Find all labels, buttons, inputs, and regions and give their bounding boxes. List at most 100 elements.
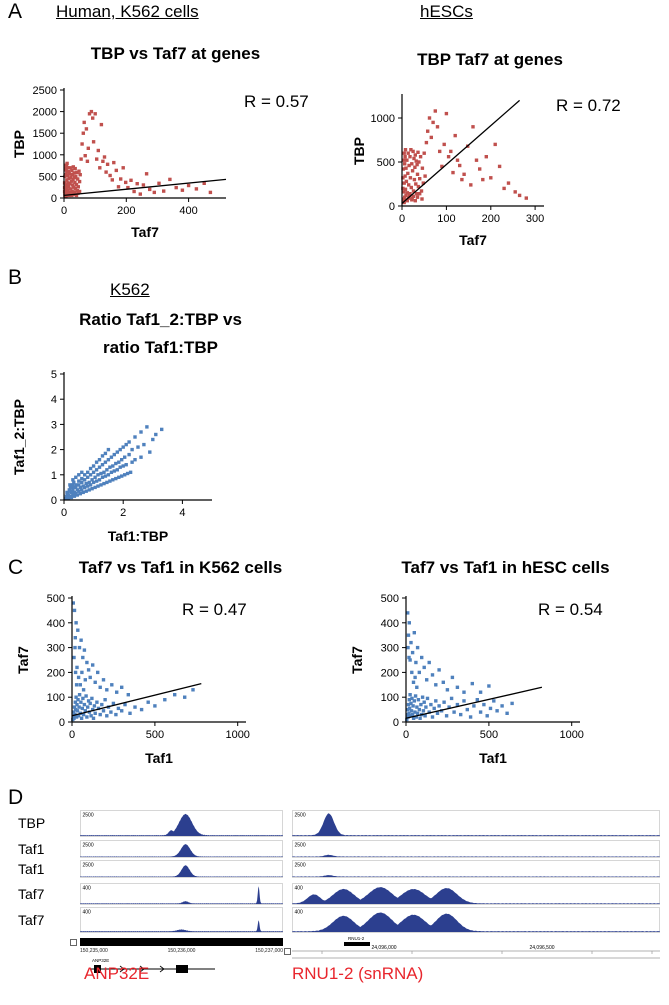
left-locus-bar <box>80 938 283 946</box>
right-ruler-and-gene: RNU1-2 24,096,000 24,096,500 <box>292 936 660 959</box>
svg-text:0: 0 <box>399 213 405 225</box>
caption-anp32e: ANP32E <box>84 964 150 983</box>
chart-a2-title: TBP Taf7 at genes <box>417 50 563 69</box>
svg-text:500: 500 <box>381 593 399 605</box>
svg-text:2500: 2500 <box>295 863 306 869</box>
svg-text:400: 400 <box>295 910 304 916</box>
collapse-icon[interactable] <box>70 939 77 946</box>
genome-track-taf1a-left: 2500 <box>80 840 283 858</box>
svg-text:2: 2 <box>120 507 126 519</box>
svg-text:400: 400 <box>295 886 304 892</box>
genome-track-taf7b-left: 400 <box>80 907 283 933</box>
panel-a-left-header: Human, K562 cells <box>56 2 199 21</box>
chart-c1-title: Taf7 vs Taf1 in K562 cells <box>78 558 283 577</box>
chart-c2-r-value: R = 0.54 <box>538 600 603 619</box>
svg-text:500: 500 <box>480 729 498 741</box>
svg-text:2500: 2500 <box>295 813 306 819</box>
svg-text:4: 4 <box>51 394 57 406</box>
svg-text:2500: 2500 <box>83 843 94 849</box>
genome-track-tbp-left: 2500 <box>80 810 283 837</box>
svg-text:0: 0 <box>393 717 399 729</box>
svg-text:300: 300 <box>381 643 399 655</box>
svg-text:Taf7: Taf7 <box>350 646 365 674</box>
svg-text:Taf1:TBP: Taf1:TBP <box>108 528 168 544</box>
caption-rnu1-2: RNU1-2 (snRNA) <box>292 964 424 983</box>
track-label-tbp: TBP <box>18 815 46 831</box>
panel-b-letter: B <box>8 266 23 289</box>
svg-text:500: 500 <box>146 729 164 741</box>
left-ruler: 150,235,000 150,236,000 150,237,000 <box>80 948 283 954</box>
svg-text:300: 300 <box>526 213 544 225</box>
svg-text:4: 4 <box>179 507 185 519</box>
scatter-plot-ratio-taf1_2-tbp: 0 2 4 0 1 2 3 4 5 Taf1:TBP Taf1_2:TBP <box>12 369 212 544</box>
svg-text:1000: 1000 <box>371 113 395 125</box>
svg-text:2500: 2500 <box>33 85 57 97</box>
svg-text:2500: 2500 <box>83 863 94 869</box>
genome-track-taf1a-right: 2500 <box>292 840 660 858</box>
chart-b-title-line1: Ratio Taf1_2:TBP vs <box>79 310 242 329</box>
chart-a1-title: TBP vs Taf7 at genes <box>90 44 261 63</box>
track-label-taf1-2: Taf1 <box>18 861 45 877</box>
svg-text:500: 500 <box>47 593 65 605</box>
svg-text:1000: 1000 <box>225 729 249 741</box>
svg-text:500: 500 <box>39 171 57 183</box>
panel-c-letter: C <box>8 556 24 579</box>
svg-text:0: 0 <box>51 495 57 507</box>
collapse-icon-right[interactable] <box>284 948 291 955</box>
svg-text:0: 0 <box>61 507 67 519</box>
scatter-plot-tbp-vs-taf7-k562: 0 200 400 0 500 1000 1500 2000 2500 Taf7 TBP <box>12 85 227 240</box>
genome-track-tbp-right: 2500 <box>292 810 660 837</box>
svg-text:400: 400 <box>47 618 65 630</box>
svg-text:2000: 2000 <box>33 107 57 119</box>
svg-text:Taf7: Taf7 <box>131 224 159 240</box>
chart-b-title-line2: ratio Taf1:TBP <box>103 338 218 357</box>
svg-text:1: 1 <box>51 470 57 482</box>
svg-text:0: 0 <box>61 205 67 217</box>
svg-text:400: 400 <box>83 886 92 892</box>
track-label-taf7-2: Taf7 <box>18 912 45 928</box>
svg-text:200: 200 <box>482 213 500 225</box>
chart-a2-r-value: R = 0.72 <box>556 96 621 115</box>
svg-text:0: 0 <box>69 729 75 741</box>
svg-text:1000: 1000 <box>33 150 57 162</box>
svg-text:2: 2 <box>51 445 57 457</box>
svg-text:200: 200 <box>381 667 399 679</box>
svg-text:0: 0 <box>59 717 65 729</box>
svg-text:Taf7: Taf7 <box>459 232 487 248</box>
svg-text:ANP32E: ANP32E <box>92 958 109 963</box>
svg-text:24,096,500: 24,096,500 <box>529 945 554 951</box>
genome-track-taf7a-right: 400 <box>292 883 660 905</box>
scatter-plot-tbp-taf7-hesc: 0 100 200 300 0 500 1000 Taf7 TBP <box>352 94 544 248</box>
scatter-plot-taf7-vs-taf1-k562: 0 500 1000 0 100 200 300 400 500 Taf1 Taf7 <box>16 593 250 766</box>
svg-text:TBP: TBP <box>352 137 367 165</box>
panel-a-letter: A <box>8 0 23 23</box>
svg-text:200: 200 <box>47 667 65 679</box>
svg-text:400: 400 <box>83 910 92 916</box>
svg-text:1500: 1500 <box>33 128 57 140</box>
left-ruler-label-1: 150,235,000 <box>80 948 108 954</box>
svg-text:Taf1: Taf1 <box>479 750 507 766</box>
track-label-taf7-1: Taf7 <box>18 886 45 902</box>
svg-text:TBP: TBP <box>12 130 27 158</box>
svg-text:1000: 1000 <box>559 729 583 741</box>
panel-d-letter: D <box>8 786 24 809</box>
scatter-plot-taf7-vs-taf1-hesc: 0 500 1000 0 100 200 300 400 500 Taf1 Taf7 <box>350 593 584 766</box>
svg-text:400: 400 <box>179 205 197 217</box>
left-ruler-label-3: 150,237,000 <box>255 948 283 954</box>
svg-text:500: 500 <box>377 157 395 169</box>
gene-model-anp32e: ANP32E <box>90 958 215 973</box>
svg-text:3: 3 <box>51 419 57 431</box>
svg-text:400: 400 <box>381 618 399 630</box>
svg-text:100: 100 <box>381 692 399 704</box>
svg-text:Taf7: Taf7 <box>16 646 31 674</box>
svg-text:0: 0 <box>389 201 395 213</box>
svg-text:100: 100 <box>437 213 455 225</box>
genome-track-taf7a-left: 400 <box>80 883 283 905</box>
svg-text:200: 200 <box>117 205 135 217</box>
svg-text:300: 300 <box>47 643 65 655</box>
svg-text:RNU1-2: RNU1-2 <box>348 936 365 941</box>
svg-text:100: 100 <box>47 692 65 704</box>
svg-text:0: 0 <box>403 729 409 741</box>
svg-text:Taf1_2:TBP: Taf1_2:TBP <box>12 399 27 475</box>
track-label-taf1-1: Taf1 <box>18 841 45 857</box>
